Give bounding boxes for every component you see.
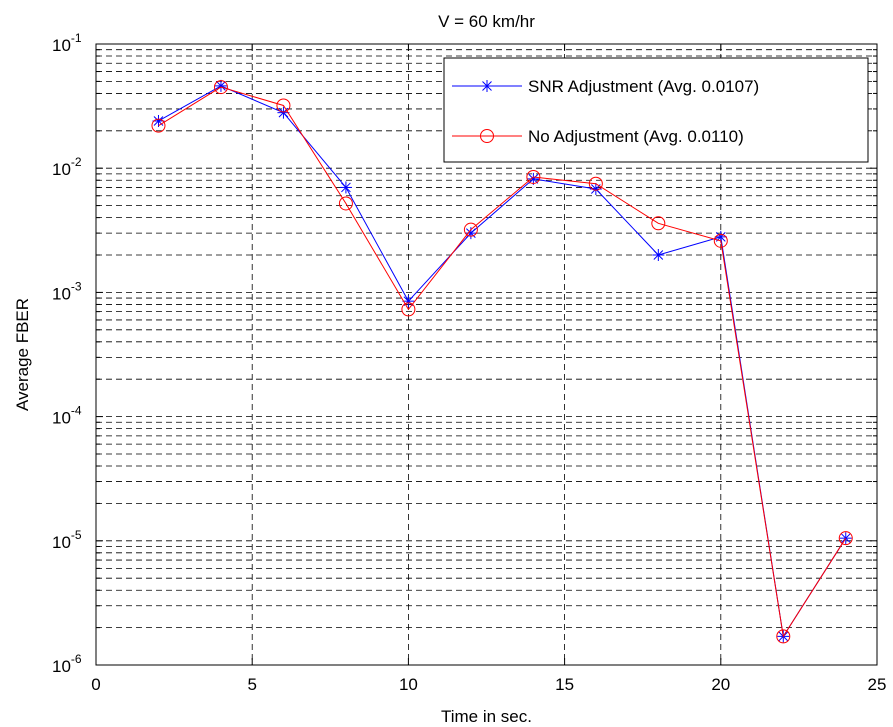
data-point <box>402 295 415 308</box>
x-tick-label: 10 <box>399 675 418 694</box>
x-tick-label: 0 <box>91 675 100 694</box>
x-tick-label: 15 <box>555 675 574 694</box>
axis-ticks <box>95 43 878 666</box>
data-point <box>401 302 416 317</box>
data-point <box>464 227 477 240</box>
legend-box <box>443 57 869 163</box>
x-tick-label: 5 <box>247 675 256 694</box>
marker-stroke <box>466 228 476 238</box>
data-point <box>588 176 603 191</box>
series-line <box>158 85 847 638</box>
legend: SNR Adjustment (Avg. 0.0107) No Adjustmen… <box>443 57 869 163</box>
series-line <box>158 86 847 638</box>
marker-stroke <box>653 250 664 260</box>
data-point <box>839 532 852 545</box>
data-point <box>713 233 728 248</box>
series-layer <box>151 79 853 644</box>
y-tick-label: 10-6 <box>52 652 82 676</box>
plot-frame <box>95 43 878 666</box>
marker-stroke <box>528 174 539 184</box>
data-point <box>652 249 665 262</box>
y-axis-label: Average FBER <box>13 298 32 411</box>
data-point <box>776 629 791 644</box>
data-point <box>213 80 228 95</box>
marker-stroke <box>341 182 351 193</box>
data-point <box>152 114 165 127</box>
data-point <box>481 80 493 92</box>
legend-entry-label: No Adjustment (Avg. 0.0110) <box>528 127 744 146</box>
data-point <box>463 222 478 237</box>
chart-title: V = 60 km/hr <box>438 12 535 31</box>
tick-labels: 0 5 10 15 20 25 10-6 10-5 10-4 10-3 10-2 10-1 <box>52 31 886 694</box>
data-point <box>714 230 727 243</box>
x-tick-label: 25 <box>868 675 887 694</box>
data-point <box>838 531 853 546</box>
data-point <box>651 216 666 231</box>
data-point <box>527 172 540 185</box>
x-axis-label: Time in sec. <box>441 707 532 726</box>
data-point <box>338 196 353 211</box>
marker-stroke <box>153 116 164 126</box>
y-tick-label: 10-5 <box>52 528 82 552</box>
data-point <box>276 98 291 113</box>
x-tick-label: 20 <box>711 675 730 694</box>
data-point <box>339 181 352 194</box>
y-tick-label: 10-4 <box>52 404 82 428</box>
y-tick-label: 10-1 <box>52 31 82 55</box>
data-point <box>526 169 541 184</box>
marker-stroke <box>840 533 851 544</box>
data-point <box>480 129 494 143</box>
y-tick-label: 10-2 <box>52 155 82 179</box>
y-tick-label: 10-3 <box>52 279 82 303</box>
marker-stroke <box>482 81 492 91</box>
series-2 <box>151 80 853 644</box>
data-point <box>151 118 166 133</box>
legend-entry-label: SNR Adjustment (Avg. 0.0107) <box>528 77 759 96</box>
